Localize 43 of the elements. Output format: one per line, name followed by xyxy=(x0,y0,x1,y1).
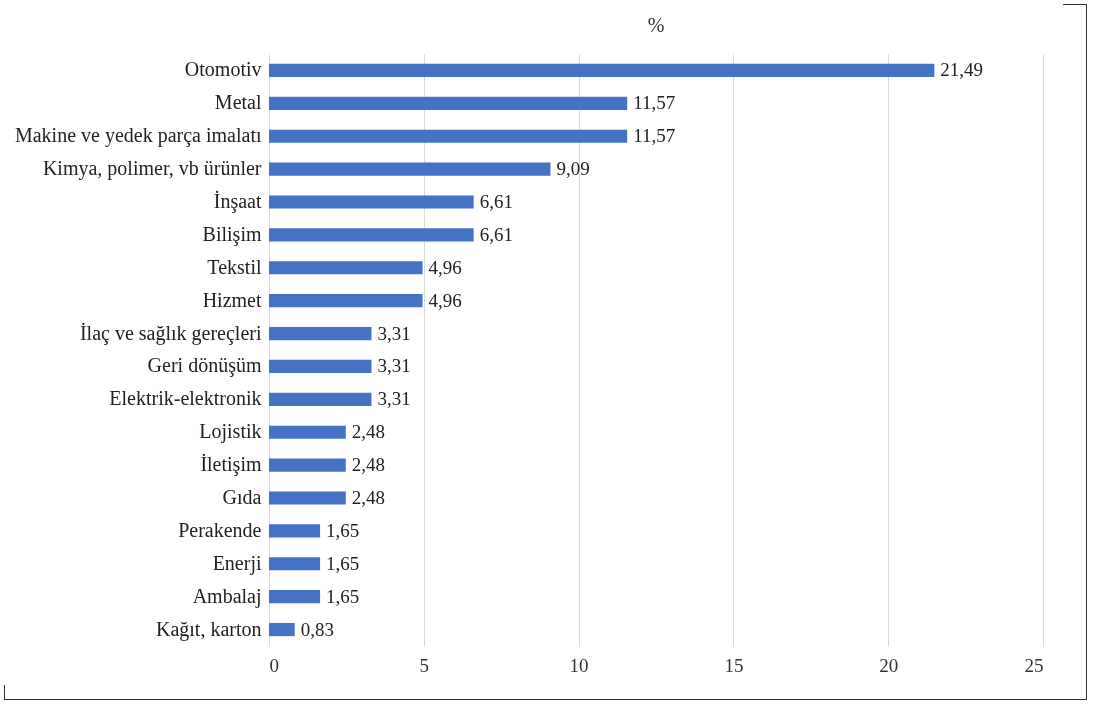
data-label: 3,31 xyxy=(377,322,411,344)
y-tick-label: Metal xyxy=(214,91,262,114)
data-label: 2,48 xyxy=(351,487,386,508)
x-tick-label: 5 xyxy=(419,654,430,676)
y-tick-label: Perakende xyxy=(178,518,262,541)
y-tick-label: Kağıt, karton xyxy=(155,617,262,641)
data-label: 3,31 xyxy=(377,355,411,377)
y-tick-label: Geri dönüşüm xyxy=(147,354,262,378)
data-label: 6,61 xyxy=(479,191,513,212)
y-tick-label: Elektrik-elektronik xyxy=(109,387,262,410)
data-label: 1,65 xyxy=(326,552,360,574)
data-label: 1,65 xyxy=(326,585,360,607)
y-tick-label: Otomotiv xyxy=(184,58,262,81)
y-tick-label: Gıda xyxy=(222,486,262,508)
y-tick-label: Ambalaj xyxy=(192,584,262,608)
data-label: 2,48 xyxy=(351,421,386,443)
data-label: 21,49 xyxy=(940,59,984,81)
y-tick-label: Tekstil xyxy=(207,255,262,278)
y-tick-label: İletişim xyxy=(200,453,262,477)
data-label: 11,57 xyxy=(633,125,676,147)
y-tick-label: Bilişim xyxy=(202,222,262,246)
x-tick-label: 20 xyxy=(879,654,899,676)
x-tick-label: 25 xyxy=(1024,654,1044,676)
chart-title: % xyxy=(647,14,665,36)
y-tick-label: Enerji xyxy=(212,551,262,575)
y-tick-label: İnşaat xyxy=(213,190,262,213)
y-tick-label: Lojistik xyxy=(199,420,262,444)
x-tick-label: 0 xyxy=(269,654,279,676)
y-tick-label: Makine ve yedek parça imalatı xyxy=(14,124,262,148)
data-label: 11,57 xyxy=(633,92,676,114)
x-tick-label: 10 xyxy=(569,654,589,676)
data-label: 6,61 xyxy=(479,223,513,245)
data-label: 3,31 xyxy=(377,388,411,410)
data-label: 1,65 xyxy=(326,519,360,541)
data-label: 0,83 xyxy=(300,618,334,640)
data-label: 4,96 xyxy=(428,289,462,311)
data-label: 9,09 xyxy=(556,158,590,180)
y-tick-label: Kimya, polimer, vb ürünler xyxy=(42,157,262,181)
y-tick-label: İlaç ve sağlık gereçleri xyxy=(79,321,262,345)
data-label: 2,48 xyxy=(351,454,386,476)
x-tick-label: 15 xyxy=(724,654,744,676)
data-label: 4,96 xyxy=(428,256,462,278)
y-tick-label: Hizmet xyxy=(202,288,262,311)
